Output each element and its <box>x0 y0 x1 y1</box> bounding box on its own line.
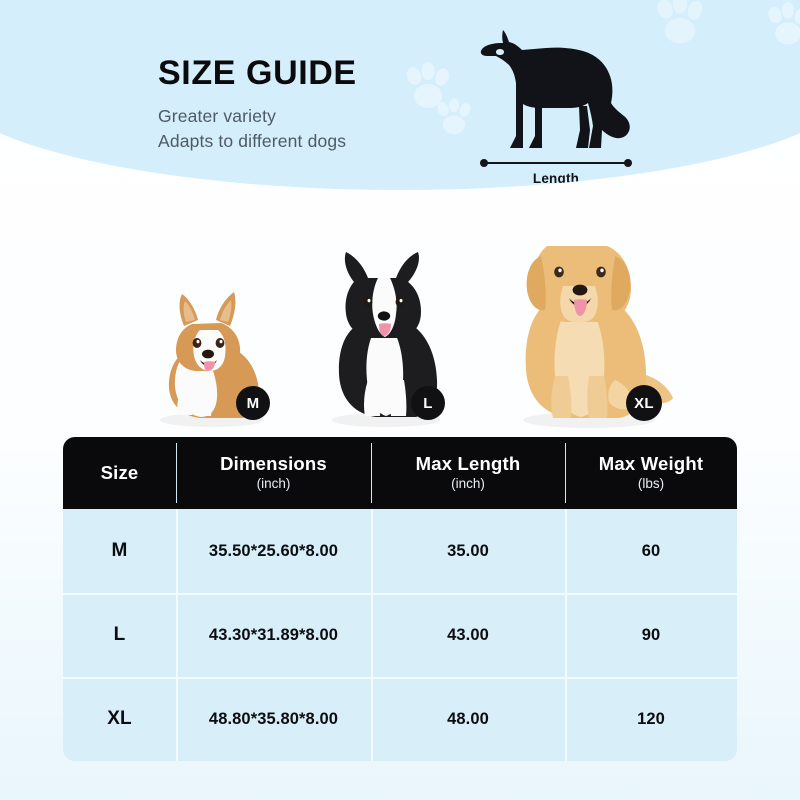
size-badge-l: L <box>411 386 445 420</box>
banner-headings: SIZE GUIDE Greater variety Adapts to dif… <box>158 54 498 154</box>
paw-print-icon <box>432 98 476 139</box>
size-table: Size Dimensions (inch) Max Length (inch)… <box>63 437 737 761</box>
column-header-max-length-unit: (inch) <box>451 476 485 492</box>
column-header-size-label: Size <box>100 462 139 484</box>
cell-size: M <box>111 540 128 561</box>
column-header-max-length-label: Max Length <box>415 453 521 475</box>
paw-print-icon <box>650 0 710 50</box>
dog-comparison-row: M <box>0 196 800 434</box>
cell-max-weight: 120 <box>565 677 737 761</box>
header-banner: SIZE GUIDE Greater variety Adapts to dif… <box>0 0 800 190</box>
page-title: SIZE GUIDE <box>158 54 357 92</box>
cell-max-length: 43.00 <box>371 593 565 677</box>
table-header-row: Size Dimensions (inch) Max Length (inch)… <box>63 437 737 509</box>
dog-silhouette-icon <box>480 30 630 148</box>
cell-dimensions: 35.50*25.60*8.00 <box>176 509 371 593</box>
column-header-dimensions: Dimensions (inch) <box>176 437 371 509</box>
table-row: L 43.30*31.89*8.00 43.00 90 <box>63 593 737 677</box>
size-badge-xl: XL <box>626 385 662 421</box>
cell-max-weight: 60 <box>565 509 737 593</box>
subtitle-line-1: Greater variety <box>158 105 276 126</box>
table-row: M 35.50*25.60*8.00 35.00 60 <box>63 509 737 593</box>
size-badge-m: M <box>236 386 270 420</box>
length-diagram: Length <box>466 18 646 186</box>
cell-dimensions: 48.80*35.80*8.00 <box>176 677 371 761</box>
cell-size: L <box>113 624 126 645</box>
paw-print-icon <box>762 2 800 50</box>
measure-endpoint-left-icon <box>480 159 488 167</box>
column-header-max-weight-label: Max Weight <box>598 453 704 475</box>
length-label: Length <box>532 171 580 186</box>
cell-max-length: 48.00 <box>371 677 565 761</box>
cell-max-weight: 90 <box>565 593 737 677</box>
table-body: M 35.50*25.60*8.00 35.00 60 L 43.30*31.8… <box>63 509 737 761</box>
column-header-dimensions-label: Dimensions <box>220 453 327 475</box>
column-header-max-weight: Max Weight (lbs) <box>565 437 737 509</box>
measure-line <box>485 162 627 164</box>
cell-size: XL <box>107 708 132 729</box>
cell-max-length: 35.00 <box>371 509 565 593</box>
subtitle-line-2: Adapts to different dogs <box>158 131 347 152</box>
cell-dimensions: 43.30*31.89*8.00 <box>176 593 371 677</box>
measure-endpoint-right-icon <box>624 159 632 167</box>
length-measure-line <box>480 158 632 168</box>
column-header-size: Size <box>63 437 176 509</box>
column-header-max-length: Max Length (inch) <box>371 437 565 509</box>
column-header-max-weight-unit: (lbs) <box>637 476 665 492</box>
table-row: XL 48.80*35.80*8.00 48.00 120 <box>63 677 737 761</box>
golden-retriever-photo <box>497 212 683 430</box>
column-header-dimensions-unit: (inch) <box>256 476 291 492</box>
paw-print-icon <box>400 62 456 114</box>
